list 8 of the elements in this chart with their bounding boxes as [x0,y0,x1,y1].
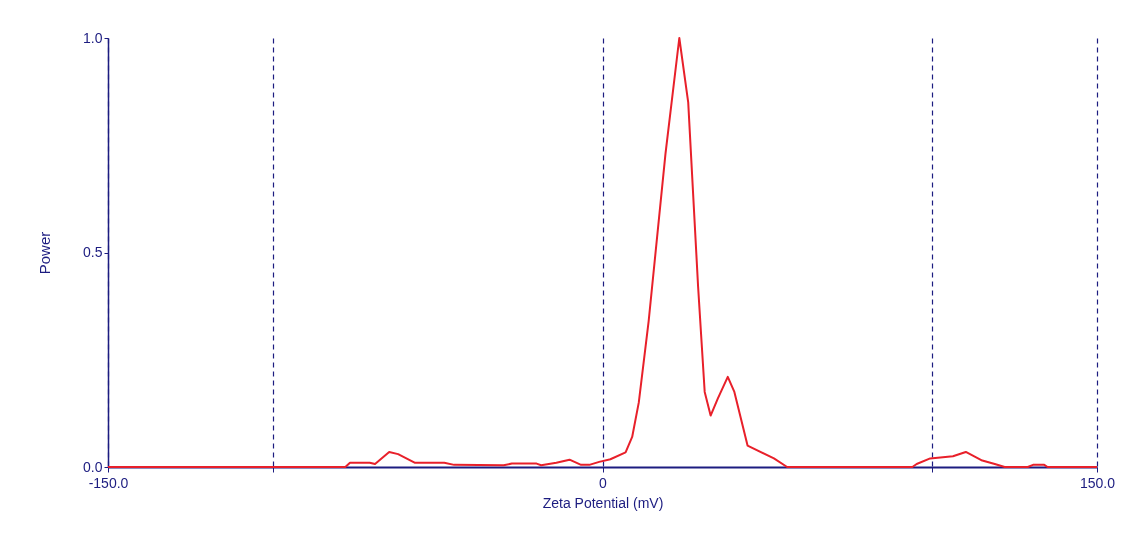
x-tick-label: -150.0 [88,474,129,491]
y-tick-label: 0.0 [83,458,103,475]
y-tick-label: 0.5 [83,244,103,260]
x-axis-title: Zeta Potential (mV) [542,494,664,511]
y-axis-title: Power [36,231,54,275]
y-tick-label: 1.0 [83,29,103,46]
x-tick-label: 0 [599,474,608,491]
x-tick-label: 150.0 [1079,474,1116,491]
